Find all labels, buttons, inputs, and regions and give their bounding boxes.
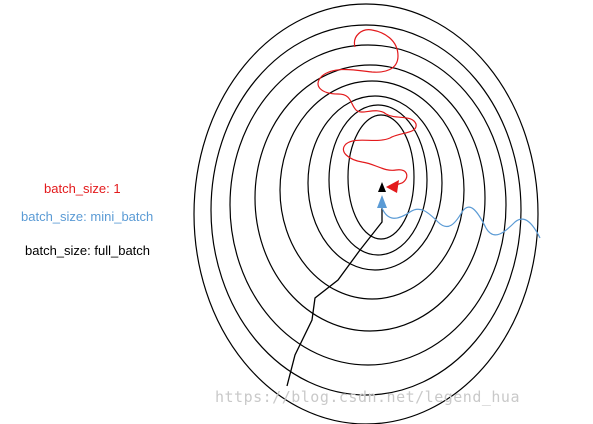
- mini-batch-path: [381, 206, 541, 239]
- contour-ring-3: [229, 44, 507, 366]
- contour-ring-4: [254, 64, 486, 332]
- legend-label-mini-batch: batch_size: mini_batch: [21, 209, 154, 224]
- sgd-path: [317, 29, 417, 188]
- sgd-arrowhead: [386, 180, 399, 193]
- contour-ring-8: [347, 114, 415, 240]
- contour-ring-7: [328, 104, 428, 256]
- mini-batch-arrowhead: [377, 195, 387, 208]
- legend-label-batch-size-1: batch_size: 1: [44, 181, 121, 196]
- full-batch-path: [286, 205, 383, 387]
- contour-ring-5: [279, 80, 465, 300]
- legend-label-full-batch: batch_size: full_batch: [25, 243, 151, 258]
- full-batch-arrowhead: [378, 182, 386, 192]
- contour-ring-2: [210, 24, 522, 396]
- contour-ring-1: [193, 3, 539, 424]
- watermark-url: https://blog.csdn.net/legend_hua: [215, 388, 520, 406]
- contour-ring-6: [307, 95, 443, 271]
- contour-lines: [193, 3, 539, 424]
